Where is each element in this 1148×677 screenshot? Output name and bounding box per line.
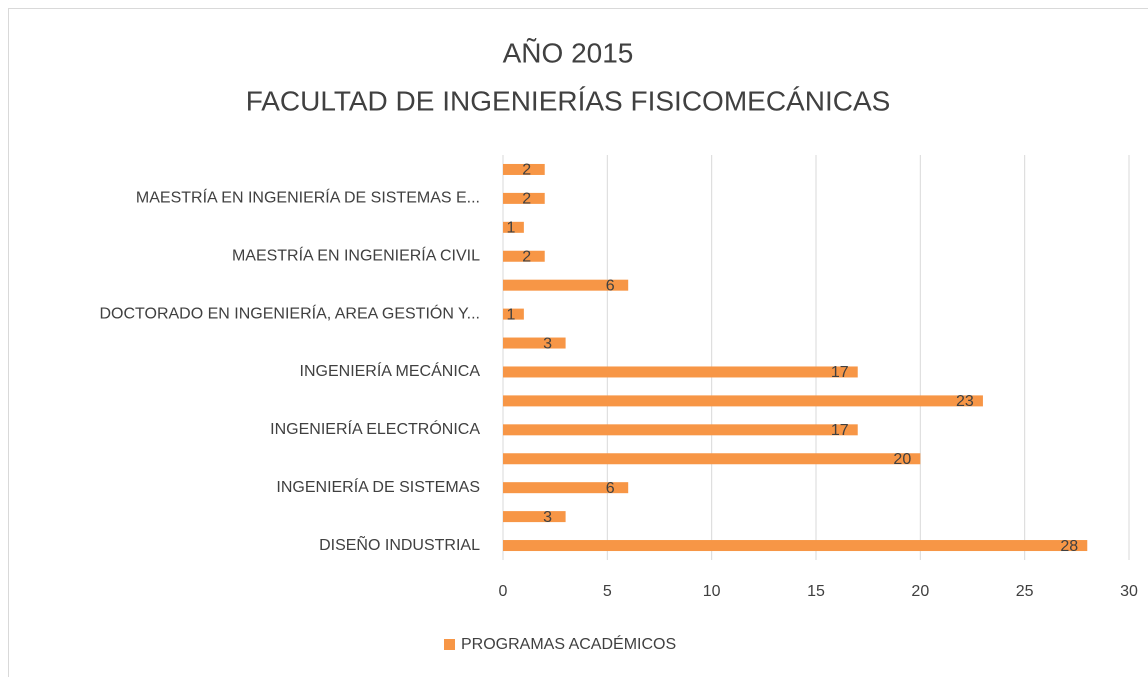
data-label: 3 — [543, 509, 552, 526]
y-tick-label: DOCTORADO EN INGENIERÍA, AREA GESTIÓN Y.… — [99, 303, 480, 322]
x-tick-label: 10 — [703, 583, 721, 600]
data-label: 17 — [831, 422, 849, 439]
bar — [503, 308, 524, 320]
x-tick-label: 15 — [807, 583, 825, 600]
x-tick-label: 30 — [1120, 583, 1138, 600]
chart-border — [8, 8, 1148, 677]
bar — [503, 221, 524, 233]
bar — [503, 337, 566, 349]
data-label: 2 — [522, 162, 531, 179]
x-tick-label: 0 — [499, 583, 508, 600]
data-label: 17 — [831, 364, 849, 381]
data-label: 23 — [956, 393, 974, 410]
chart-subtitle: FACULTAD DE INGENIERÍAS FISICOMECÁNICAS — [246, 85, 891, 116]
bar — [503, 279, 629, 291]
data-label: 20 — [893, 451, 911, 468]
y-tick-label: INGENIERÍA DE SISTEMAS — [276, 477, 480, 496]
y-tick-label: INGENIERÍA ELECTRÓNICA — [270, 419, 480, 438]
bar — [503, 395, 983, 407]
bar — [503, 453, 921, 465]
data-label: 6 — [606, 277, 615, 294]
bar — [503, 366, 858, 378]
data-label: 6 — [606, 480, 615, 497]
bar — [503, 511, 566, 523]
y-tick-label: DISEÑO INDUSTRIAL — [319, 534, 480, 554]
data-label: 3 — [543, 335, 552, 352]
bar — [503, 424, 858, 436]
bar — [503, 250, 545, 262]
bar — [503, 482, 629, 494]
bar — [503, 163, 545, 175]
y-tick-label: MAESTRÍA EN INGENIERÍA DE SISTEMAS E... — [136, 188, 480, 207]
data-label: 1 — [507, 220, 516, 237]
bar — [503, 192, 545, 204]
y-tick-label: MAESTRÍA EN INGENIERÍA CIVIL — [232, 245, 480, 264]
x-tick-label: 25 — [1016, 583, 1034, 600]
legend-swatch — [444, 639, 455, 650]
data-label: 2 — [522, 191, 531, 208]
x-tick-label: 5 — [603, 583, 612, 600]
legend-label: PROGRAMAS ACADÉMICOS — [461, 634, 676, 653]
x-tick-label: 20 — [911, 583, 929, 600]
bar — [503, 540, 1088, 552]
data-label: 2 — [522, 248, 531, 265]
y-tick-label: INGENIERÍA MECÁNICA — [300, 361, 481, 380]
data-label: 1 — [507, 306, 516, 323]
chart-title: AÑO 2015 — [503, 37, 634, 68]
data-label: 28 — [1060, 538, 1078, 555]
